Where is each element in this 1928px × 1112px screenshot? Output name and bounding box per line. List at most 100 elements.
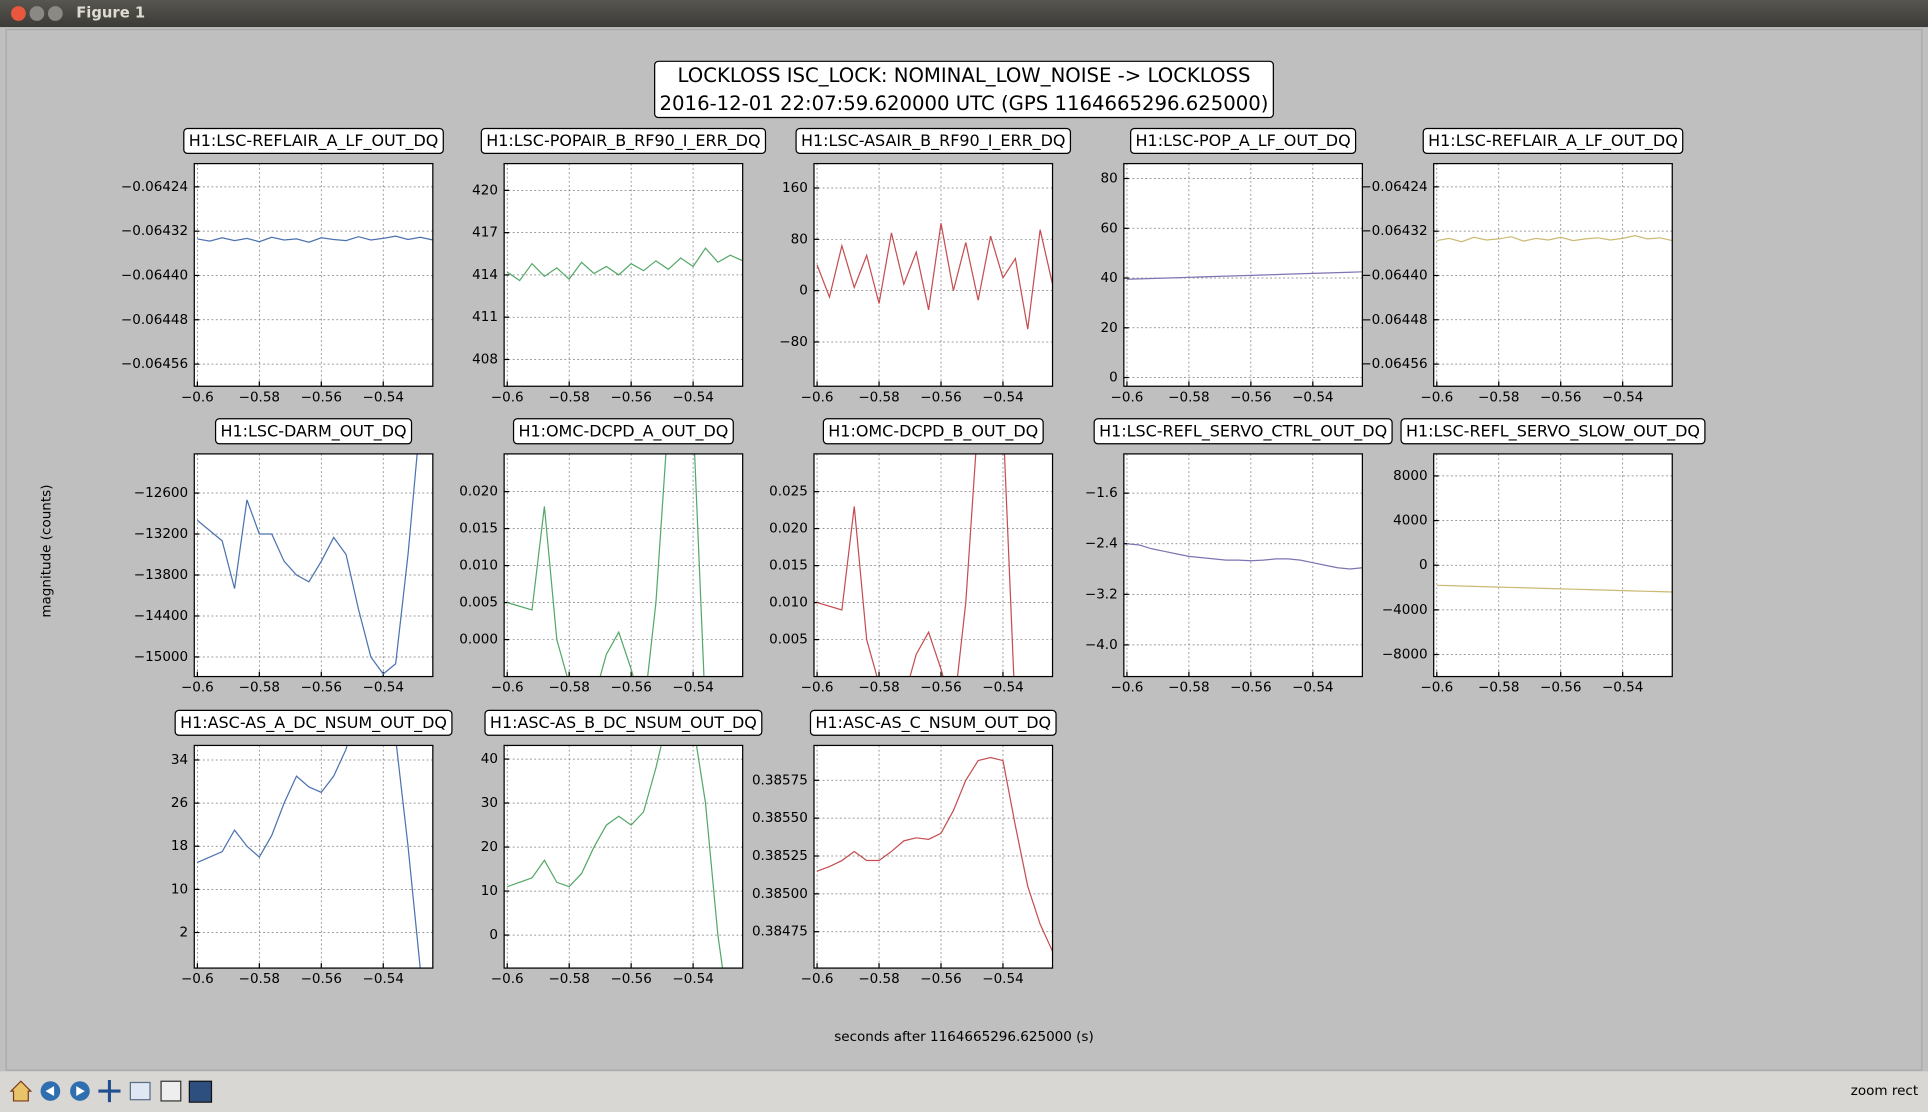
x-tick-label: −0.54 [982, 680, 1023, 696]
series-line [816, 453, 1015, 677]
x-tick-label: −0.6 [181, 680, 214, 696]
x-tick-label: −0.56 [301, 971, 342, 987]
x-tick-label: −0.56 [610, 680, 651, 696]
subplot: −0.6 −0.58 −0.56 −0.54 0 20 40 60 80 [1100, 162, 1364, 405]
save-button[interactable] [188, 1080, 213, 1103]
pan-button[interactable] [98, 1080, 121, 1103]
x-tick-label: −0.58 [1168, 389, 1209, 405]
home-button[interactable] [9, 1080, 33, 1102]
y-tick-label: 2 [180, 924, 189, 940]
subplot-title: H1:ASC-AS_B_DC_NSUM_OUT_DQ [490, 713, 757, 733]
subplot: −0.6 −0.58 −0.56 −0.54 0.000 0.005 0.010 0.015 0… [459, 453, 744, 696]
plot-frame [503, 162, 744, 387]
y-tick-label: −12600 [134, 485, 188, 501]
y-tick-label: 0.38575 [752, 772, 808, 788]
x-tick-label: −0.6 [1111, 680, 1144, 696]
y-tick-label: 0.015 [769, 558, 808, 574]
x-tick-label: −0.58 [858, 389, 899, 405]
y-tick-label: 160 [782, 180, 808, 196]
y-tick-label: 0.020 [459, 484, 498, 500]
x-tick-label: −0.54 [363, 971, 404, 987]
x-tick-label: −0.54 [672, 389, 713, 405]
toolbar [0, 1071, 1928, 1112]
series-line [197, 235, 433, 243]
y-tick-label: 0.38550 [752, 810, 808, 826]
y-tick-label: 10 [481, 883, 498, 899]
y-tick-label: 414 [472, 267, 498, 283]
x-tick-label: −0.6 [181, 389, 214, 405]
x-tick-label: −0.56 [1230, 389, 1271, 405]
plot-frame [1123, 162, 1364, 387]
series-line [816, 223, 1053, 330]
x-tick-label: −0.6 [491, 389, 524, 405]
y-tick-label: 0.005 [459, 595, 498, 611]
subplot-title: H1:ASC-AS_A_DC_NSUM_OUT_DQ [180, 713, 447, 733]
subplot: −0.6 −0.58 −0.56 −0.54 −12600 −13200 −13800 −14… [134, 453, 434, 696]
y-tick-label: −0.06440 [1360, 267, 1427, 283]
figure-title-box [654, 60, 1274, 119]
subplot-title: H1:LSC-REFLAIR_A_LF_OUT_DQ [1428, 131, 1678, 151]
y-tick-label: 0 [489, 927, 498, 943]
minimize-button[interactable] [29, 6, 45, 21]
y-tick-label: 8000 [1393, 468, 1427, 484]
plot-frame [813, 453, 1054, 678]
y-tick-label: 0.010 [769, 595, 808, 611]
y-tick-label: 0.005 [769, 632, 808, 648]
plot-frame [193, 744, 434, 969]
back-arrow [45, 1086, 55, 1097]
x-tick-label: −0.58 [1168, 680, 1209, 696]
y-tick-label: −4000 [1382, 602, 1428, 618]
subplot-title-box [174, 709, 453, 736]
toolbar-buttons [9, 1080, 213, 1103]
series-line [507, 453, 705, 677]
x-tick-label: −0.58 [548, 971, 589, 987]
close-button[interactable] [11, 6, 26, 21]
plot-area [1123, 163, 1363, 387]
y-tick-label: 0 [799, 283, 808, 299]
y-tick-label: 0.38525 [752, 848, 808, 864]
y-tick-label: 0.010 [459, 558, 498, 574]
x-tick-label: −0.58 [548, 680, 589, 696]
subplot-title-box [480, 127, 767, 155]
x-tick-label: −0.56 [1540, 389, 1581, 405]
subplot: −0.6 −0.58 −0.56 −0.54 −0.06424 −0.06432 −0.06… [1360, 162, 1673, 405]
y-tick-label: −0.06424 [121, 179, 188, 195]
y-tick-label: −0.06424 [1360, 179, 1427, 195]
x-tick-label: −0.6 [491, 971, 524, 987]
plot-frame [503, 744, 744, 969]
y-tick-label: 10 [171, 881, 188, 897]
subplot-title: H1:LSC-REFL_SERVO_SLOW_OUT_DQ [1406, 421, 1700, 441]
plot-frame [813, 162, 1054, 387]
x-tick-label: −0.54 [1602, 680, 1643, 696]
y-tick-label: 0 [1419, 557, 1428, 573]
series-line [1126, 271, 1363, 280]
figure-title: 2016-12-01 22:07:59.620000 UTC (GPS 1164… [660, 92, 1269, 115]
y-tick-label: −0.06440 [121, 267, 188, 283]
y-tick-label: −13200 [134, 526, 188, 542]
subplot-title-box [822, 418, 1044, 445]
subplot-title: H1:LSC-POPAIR_B_RF90_I_ERR_DQ [486, 131, 760, 151]
subplot-title-box [795, 127, 1072, 155]
series-line [816, 756, 1053, 952]
plot-frame [1433, 162, 1673, 387]
y-tick-label: 0.000 [459, 632, 498, 648]
series-line [1126, 543, 1363, 570]
zoom-button[interactable] [160, 1080, 182, 1102]
x-tick-label: −0.58 [858, 680, 899, 696]
y-tick-label: −0.06448 [121, 312, 188, 328]
x-tick-label: −0.56 [1540, 680, 1581, 696]
y-tick-label: 420 [472, 182, 498, 198]
maximize-button[interactable] [47, 6, 63, 21]
x-tick-label: −0.56 [920, 680, 961, 696]
subplot: −0.6 −0.58 −0.56 −0.54 0.38475 0.38500 0.38525… [752, 744, 1054, 987]
series-line [506, 247, 743, 282]
x-tick-label: −0.54 [672, 680, 713, 696]
y-tick-label: 417 [472, 225, 498, 241]
plot-frame [193, 453, 434, 678]
x-tick-label: −0.54 [363, 389, 404, 405]
x-tick-label: −0.54 [1292, 680, 1333, 696]
y-tick-label: −0.06456 [1360, 356, 1427, 372]
subplots-button[interactable] [129, 1081, 151, 1101]
x-tick-label: −0.56 [920, 389, 961, 405]
y-tick-label: 408 [472, 351, 498, 367]
